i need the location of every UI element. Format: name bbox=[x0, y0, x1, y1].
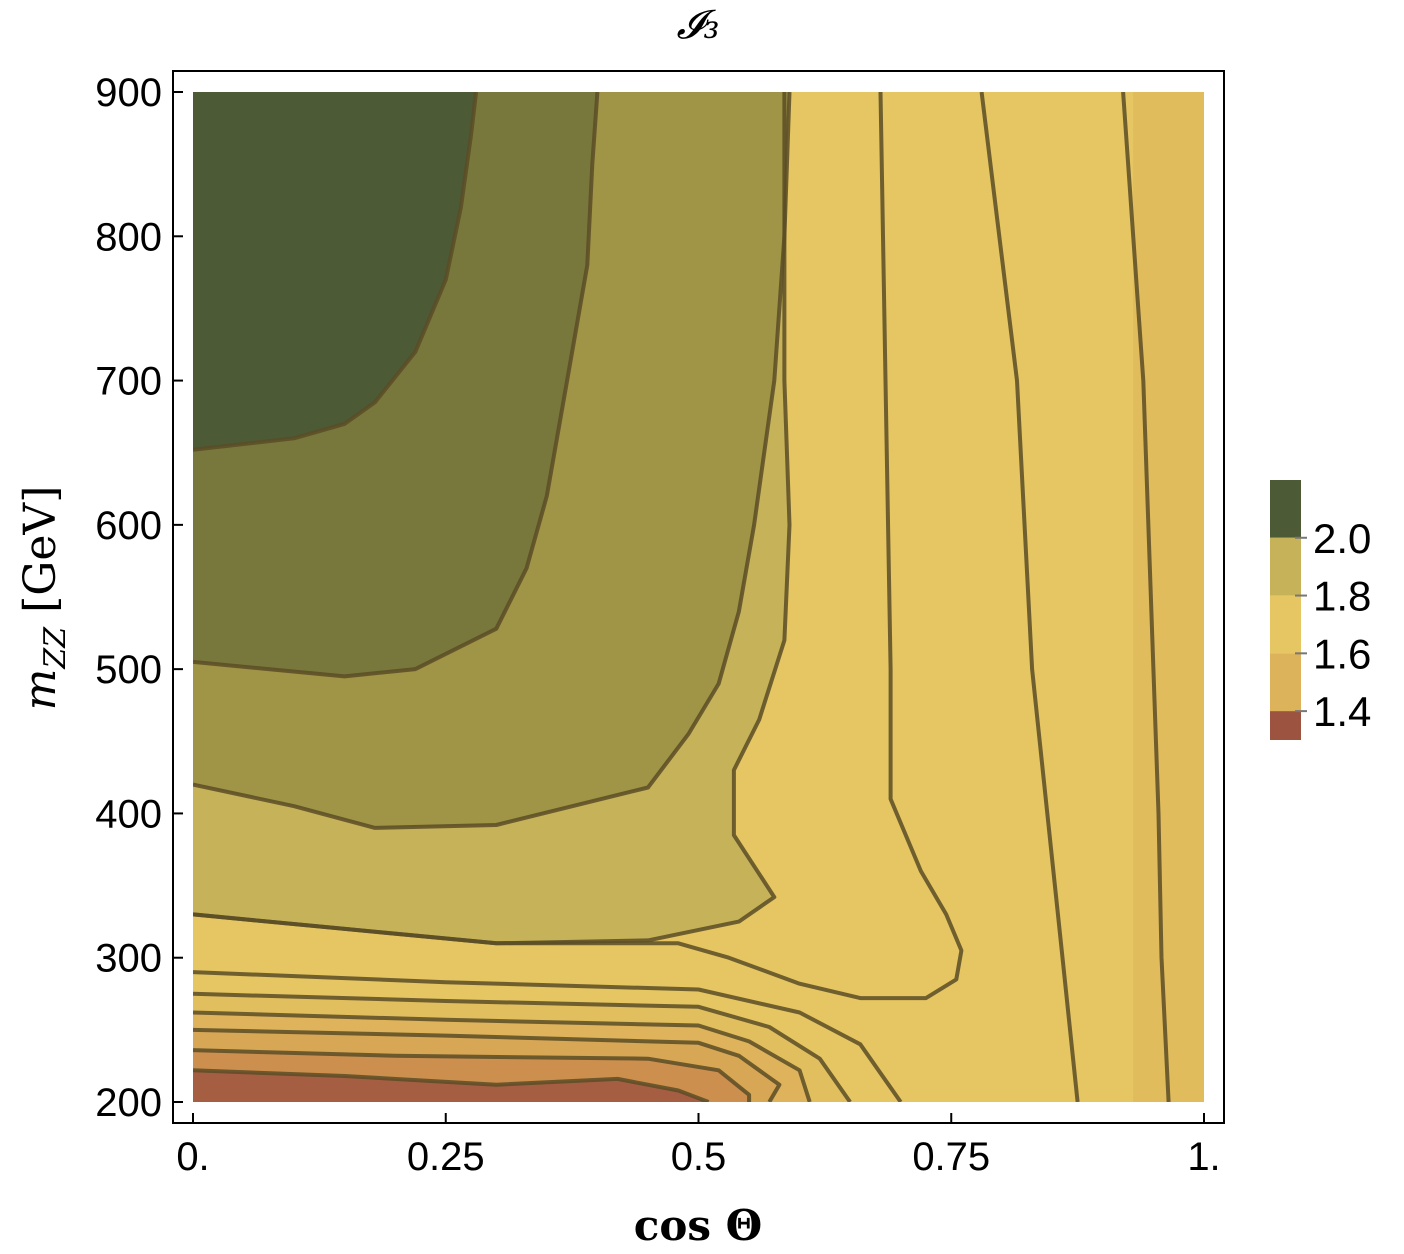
contour-line-12 bbox=[1121, 92, 1171, 1102]
colorbar-band-4 bbox=[1270, 711, 1301, 740]
y-tick-label-0: 200 bbox=[95, 1081, 162, 1125]
x-axis-ticks: 0. 0.25 0.5 0.75 1. bbox=[176, 1113, 1221, 1179]
x-tick-label-4: 1. bbox=[1187, 1135, 1220, 1179]
y-tick-label-1: 300 bbox=[95, 937, 162, 981]
region-band-dark-olive bbox=[193, 92, 477, 450]
contour-line-9 bbox=[193, 1068, 710, 1102]
contour-lines bbox=[193, 92, 1171, 1102]
contour-line-6 bbox=[193, 1010, 812, 1102]
y-tick-label-3: 500 bbox=[95, 648, 162, 692]
chart-title: 𝓘₃ bbox=[676, 2, 719, 48]
y-tick-label-7: 900 bbox=[95, 71, 162, 115]
y-axis-title-symbol: m bbox=[15, 669, 66, 711]
y-tick-label-6: 800 bbox=[95, 215, 162, 259]
region-band-bottom-6 bbox=[193, 1070, 709, 1102]
contour-line-10 bbox=[193, 92, 964, 1001]
contour-regions bbox=[193, 92, 1204, 1102]
colorbar-label-3: 1.4 bbox=[1313, 688, 1371, 735]
contour-line-1 bbox=[193, 92, 600, 679]
x-tick-label-2: 0.5 bbox=[671, 1135, 727, 1179]
colorbar-label-0: 2.0 bbox=[1313, 515, 1371, 562]
y-tick-label-2: 400 bbox=[95, 792, 162, 836]
x-tick-label-3: 0.75 bbox=[912, 1135, 990, 1179]
y-axis-title-subscript: ZZ bbox=[38, 626, 73, 670]
contour-line-11 bbox=[979, 92, 1080, 1102]
svg-text:mZZ[GeV]: mZZ [GeV] bbox=[15, 486, 73, 711]
x-tick-label-1: 0.25 bbox=[407, 1135, 485, 1179]
y-tick-label-4: 600 bbox=[95, 504, 162, 548]
colorbar: 2.0 1.8 1.6 1.4 bbox=[1270, 480, 1371, 740]
y-axis-title-unit: [GeV] bbox=[15, 486, 66, 613]
contour-line-0 bbox=[193, 92, 479, 452]
contour-line-5 bbox=[193, 991, 852, 1102]
contour-line-4 bbox=[193, 970, 903, 1102]
colorbar-band-2 bbox=[1270, 595, 1301, 654]
contour-line-2 bbox=[193, 92, 792, 830]
y-axis-title: mZZ [GeV] bbox=[15, 486, 73, 711]
y-axis-ticks: 200 300 400 500 600 700 800 900 bbox=[95, 71, 183, 1125]
colorbar-band-1 bbox=[1270, 537, 1301, 596]
x-axis-title: cos Θ bbox=[634, 1201, 762, 1250]
region-band-right-edge bbox=[1133, 92, 1204, 1102]
x-tick-label-0: 0. bbox=[176, 1135, 209, 1179]
colorbar-band-0 bbox=[1270, 480, 1301, 538]
contour-line-8 bbox=[193, 1048, 752, 1102]
y-tick-label-5: 700 bbox=[95, 360, 162, 404]
contour-line-7 bbox=[193, 1027, 782, 1102]
colorbar-label-1: 1.8 bbox=[1313, 573, 1371, 620]
colorbar-label-2: 1.6 bbox=[1313, 630, 1371, 677]
colorbar-band-3 bbox=[1270, 653, 1301, 712]
